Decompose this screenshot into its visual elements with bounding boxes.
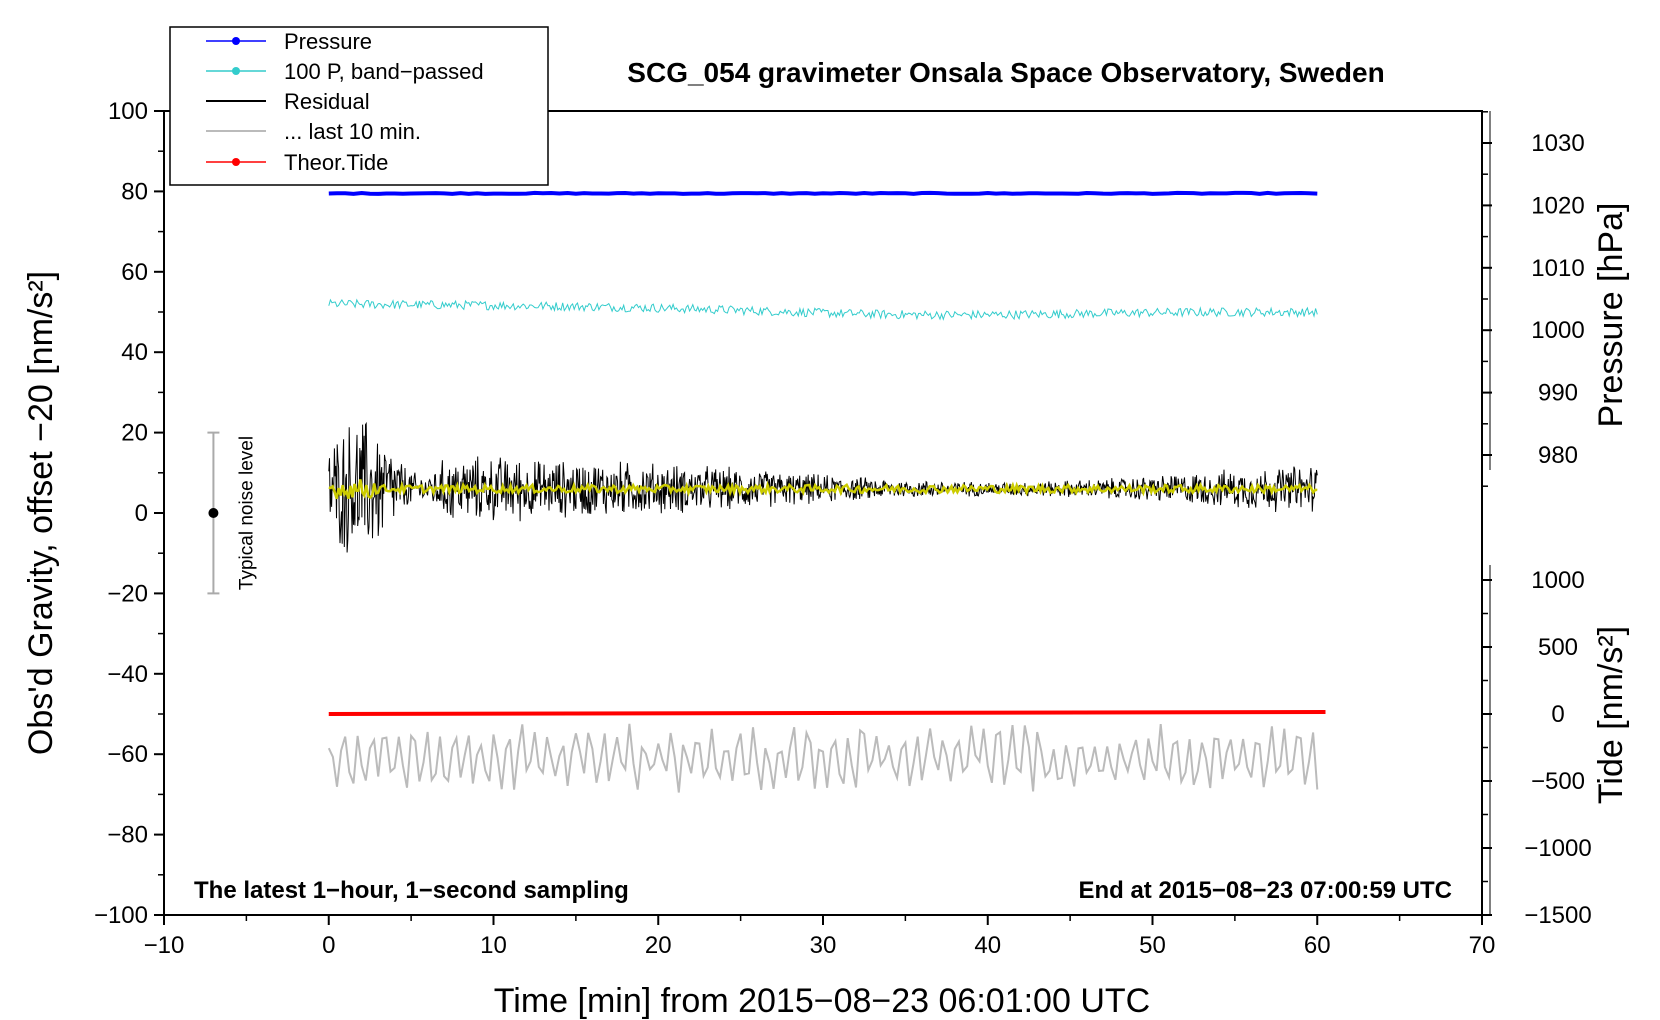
legend-marker-bandpassed xyxy=(232,67,240,75)
pressure-tick-label: 1000 xyxy=(1531,317,1584,344)
pressure-line xyxy=(328,190,1318,196)
tide-tick-label: −1500 xyxy=(1524,902,1591,929)
x-tick-label: 30 xyxy=(810,932,837,959)
pressure-axis-ticks: 980 990 1000 1010 1020 1030 xyxy=(1482,111,1585,487)
y-tick-label: 60 xyxy=(121,259,148,286)
x-tick-label: 0 xyxy=(322,932,335,959)
x-axis-title: Time [min] from 2015−08−23 06:01:00 UTC xyxy=(494,982,1150,1020)
y-tick-label: −20 xyxy=(107,580,148,607)
chart-title: SCG_054 gravimeter Onsala Space Observat… xyxy=(627,57,1384,88)
x-tick-label: −10 xyxy=(144,932,185,959)
x-tick-label: 40 xyxy=(974,932,1001,959)
band-passed-pressure-line xyxy=(328,298,1318,321)
pressure-axis-title: Pressure [hPa] xyxy=(1592,203,1630,428)
legend: Pressure 100 P, band−passed Residual ...… xyxy=(169,26,549,186)
y-tick-label: −100 xyxy=(94,902,148,929)
noise-bar-center-dot xyxy=(208,508,219,518)
tide-tick-label: 500 xyxy=(1538,634,1578,661)
pressure-tick-label: 1010 xyxy=(1531,255,1584,282)
residual-smoothed-line xyxy=(328,479,1318,500)
legend-marker-pressure xyxy=(232,37,240,45)
y-tick-label: −80 xyxy=(107,822,148,849)
y-tick-label: 0 xyxy=(135,500,148,527)
series-group xyxy=(327,190,1326,793)
noise-level-marker: Typical noise level xyxy=(207,431,257,595)
y-axis-ticks: −100 −80 −60 −40 −20 0 20 40 60 80 100 xyxy=(94,98,164,929)
tide-axis-title: Tide [nm/s²] xyxy=(1592,626,1630,804)
legend-label-tide: Theor.Tide xyxy=(284,150,388,175)
legend-marker-tide xyxy=(232,158,240,166)
legend-label-residual: Residual xyxy=(284,89,370,114)
x-tick-label: 20 xyxy=(645,932,672,959)
residual-line xyxy=(328,421,1318,553)
annotation-sampling: The latest 1−hour, 1−second sampling xyxy=(194,877,629,904)
y-tick-label: −40 xyxy=(107,661,148,688)
x-tick-label: 70 xyxy=(1469,932,1496,959)
pressure-tick-label: 990 xyxy=(1538,380,1578,407)
legend-label-pressure: Pressure xyxy=(284,29,372,54)
pressure-tick-label: 1030 xyxy=(1531,130,1584,157)
theor-tide-line xyxy=(328,709,1326,716)
legend-label-last10: ... last 10 min. xyxy=(284,119,421,144)
legend-box xyxy=(169,26,549,186)
y-tick-label: 40 xyxy=(121,339,148,366)
tide-tick-label: −500 xyxy=(1531,768,1585,795)
pressure-tick-label: 980 xyxy=(1538,442,1578,469)
tide-tick-label: 1000 xyxy=(1531,567,1584,594)
x-axis-ticks: −10 0 10 20 30 40 50 60 70 xyxy=(144,915,1496,959)
annotation-end-time: End at 2015−08−23 07:00:59 UTC xyxy=(1078,877,1452,904)
tide-tick-label: −1000 xyxy=(1524,835,1591,862)
x-tick-label: 60 xyxy=(1304,932,1331,959)
noise-level-label: Typical noise level xyxy=(236,436,257,590)
pressure-tick-label: 1020 xyxy=(1531,192,1584,219)
y-tick-label: −60 xyxy=(107,741,148,768)
tide-tick-label: 0 xyxy=(1551,701,1564,728)
y-tick-label: 80 xyxy=(121,178,148,205)
y-tick-label: 20 xyxy=(121,420,148,447)
y-tick-label: 100 xyxy=(108,98,148,125)
legend-label-bandpassed: 100 P, band−passed xyxy=(284,59,484,84)
x-tick-label: 50 xyxy=(1139,932,1166,959)
x-tick-label: 10 xyxy=(480,932,507,959)
tide-axis-ticks: −1500 −1000 −500 0 500 1000 xyxy=(1482,565,1592,929)
last-10-min-line xyxy=(327,723,1319,793)
y-axis-title: Obs'd Gravity, offset −20 [nm/s²] xyxy=(22,271,60,755)
